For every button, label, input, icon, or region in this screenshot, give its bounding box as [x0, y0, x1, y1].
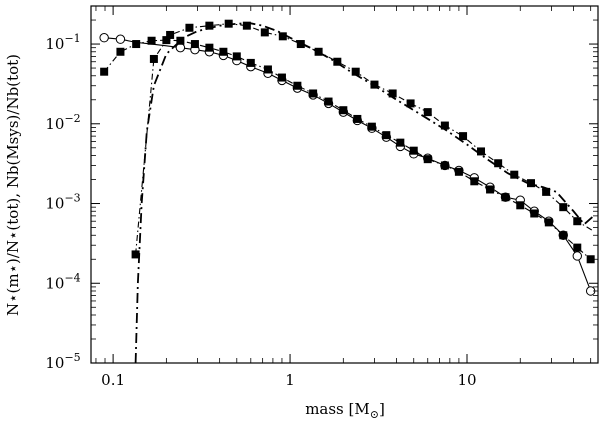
plot-frame	[90, 5, 599, 364]
data-point-square	[459, 132, 468, 141]
data-point-circle	[115, 34, 126, 44]
y-axis-label: N⋆(m⋆)/N⋆(tot), Nb(Msys)/Nb(tot)	[4, 54, 22, 316]
data-point-square	[454, 167, 463, 176]
series-line-2	[134, 22, 595, 364]
data-point-square	[396, 138, 405, 147]
y-tick-label: 10−4	[45, 271, 80, 292]
data-point-square	[501, 193, 510, 202]
data-point-square	[324, 97, 333, 106]
data-point-square	[176, 36, 185, 45]
data-point-circle	[99, 33, 109, 43]
data-point-square	[224, 19, 233, 28]
series-line-3	[135, 23, 594, 255]
data-point-square	[527, 179, 536, 188]
data-point-square	[296, 40, 305, 49]
data-point-square	[494, 159, 503, 168]
data-point-square	[309, 89, 318, 98]
data-point-square	[263, 65, 272, 74]
data-point-square	[530, 209, 539, 218]
data-point-square	[370, 80, 379, 89]
series-layer	[103, 22, 595, 364]
data-point-square	[573, 243, 582, 252]
series-line-1	[103, 39, 592, 260]
data-point-square	[573, 217, 582, 226]
x-tick-label: 10	[457, 371, 476, 389]
label-layer: 0.1 1 10 10−5 10−4 10−3 10−2 10−1	[45, 32, 476, 389]
data-point-square	[162, 36, 171, 45]
data-point-square	[586, 255, 595, 264]
data-point-square	[388, 89, 397, 98]
data-point-square	[440, 161, 449, 170]
x-tick-label: 1	[285, 371, 295, 389]
data-point-square	[486, 185, 495, 194]
data-point-square	[149, 54, 158, 63]
data-point-square	[351, 67, 360, 76]
y-tick-label: 10−1	[45, 32, 80, 53]
data-point-square	[559, 203, 568, 212]
data-point-square	[333, 57, 342, 66]
marker-layer	[99, 19, 596, 296]
x-axis-label: mass [M⊙]	[305, 400, 385, 421]
data-point-square	[409, 146, 418, 155]
data-point-square	[470, 177, 479, 186]
data-point-square	[190, 40, 199, 49]
data-point-square	[205, 21, 214, 30]
y-tick-label: 10−2	[45, 112, 80, 133]
data-point-square	[100, 67, 109, 76]
data-point-square	[260, 28, 269, 37]
data-point-square	[353, 114, 362, 123]
data-point-square	[544, 218, 553, 227]
data-point-square	[132, 40, 141, 49]
data-point-square	[477, 147, 486, 156]
data-point-square	[382, 131, 391, 140]
data-point-square	[278, 32, 287, 41]
series-line-0	[104, 37, 592, 292]
y-tick-label: 10−3	[45, 192, 80, 213]
data-point-square	[242, 21, 251, 30]
x-tick-label: 0.1	[101, 371, 125, 389]
data-point-square	[246, 58, 255, 67]
data-point-square	[116, 47, 125, 56]
y-tick-label: 10−5	[45, 351, 80, 372]
data-point-square	[277, 73, 286, 82]
data-point-circle	[175, 42, 186, 53]
data-point-square	[339, 106, 348, 115]
data-point-square	[147, 36, 156, 45]
data-point-circle	[572, 251, 582, 261]
data-point-square	[367, 122, 376, 131]
data-point-square	[559, 231, 568, 240]
data-point-square	[423, 108, 432, 117]
data-point-square	[516, 201, 525, 210]
data-point-square	[406, 99, 415, 108]
data-point-square	[185, 23, 194, 32]
data-point-square	[423, 155, 432, 164]
data-point-square	[205, 43, 214, 52]
tick-layer	[91, 6, 598, 364]
data-point-square	[166, 30, 175, 39]
data-point-square	[232, 52, 241, 61]
data-point-square	[542, 187, 551, 196]
data-point-square	[131, 250, 140, 259]
data-point-square	[440, 121, 449, 130]
data-point-square	[314, 47, 323, 56]
data-point-square	[219, 47, 228, 56]
data-point-square	[293, 81, 302, 90]
data-point-square	[510, 170, 519, 179]
